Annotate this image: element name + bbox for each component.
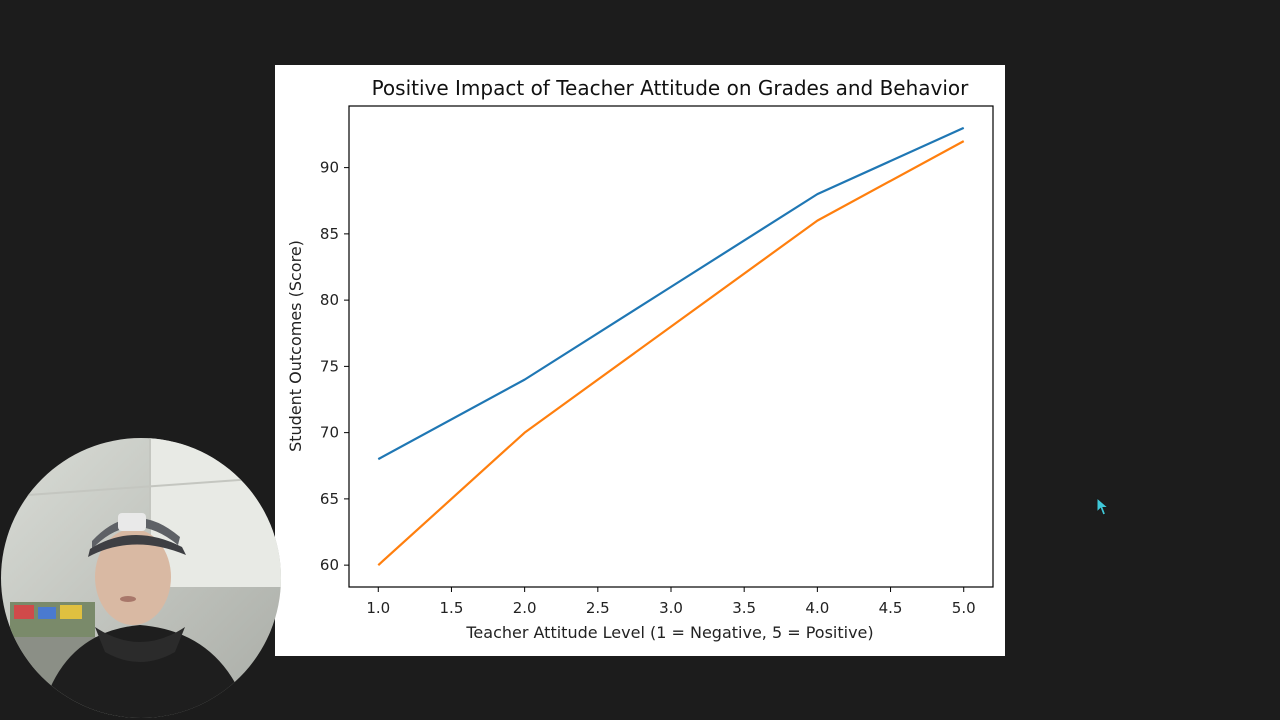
y-tick-label: 75 <box>320 357 339 375</box>
y-tick-label: 80 <box>320 291 339 309</box>
x-axis-label: Teacher Attitude Level (1 = Negative, 5 … <box>465 623 873 642</box>
webcam-feed-icon <box>1 438 281 718</box>
x-tick-label: 1.5 <box>440 599 464 617</box>
x-tick-label: 3.5 <box>732 599 756 617</box>
x-tick-label: 4.0 <box>805 599 829 617</box>
x-tick-label: 5.0 <box>952 599 976 617</box>
mouse-cursor-icon <box>1096 497 1110 516</box>
series-line-grades <box>377 126 965 461</box>
y-tick-label: 85 <box>320 225 339 243</box>
x-tick-label: 3.0 <box>659 599 683 617</box>
y-tick-label: 90 <box>320 159 339 177</box>
chart-title: Positive Impact of Teacher Attitude on G… <box>372 76 970 100</box>
y-tick-label: 65 <box>320 490 339 508</box>
x-tick-label: 4.5 <box>879 599 903 617</box>
x-tick-label: 2.5 <box>586 599 610 617</box>
line-chart: 1.0 1.5 2.0 2.5 3.0 3.5 4.0 4.5 5.0 60 65 70 75 80 85 9… <box>286 76 994 642</box>
x-tick-label: 1.0 <box>366 599 390 617</box>
chart-panel: 1.0 1.5 2.0 2.5 3.0 3.5 4.0 4.5 5.0 60 65 70 75 80 85 9… <box>275 65 1005 656</box>
x-tick-label: 2.0 <box>513 599 537 617</box>
y-axis-label: Student Outcomes (Score) <box>286 240 305 452</box>
series-line-behavior <box>377 140 965 566</box>
y-tick-label: 70 <box>320 424 339 442</box>
y-tick-label: 60 <box>320 556 339 574</box>
